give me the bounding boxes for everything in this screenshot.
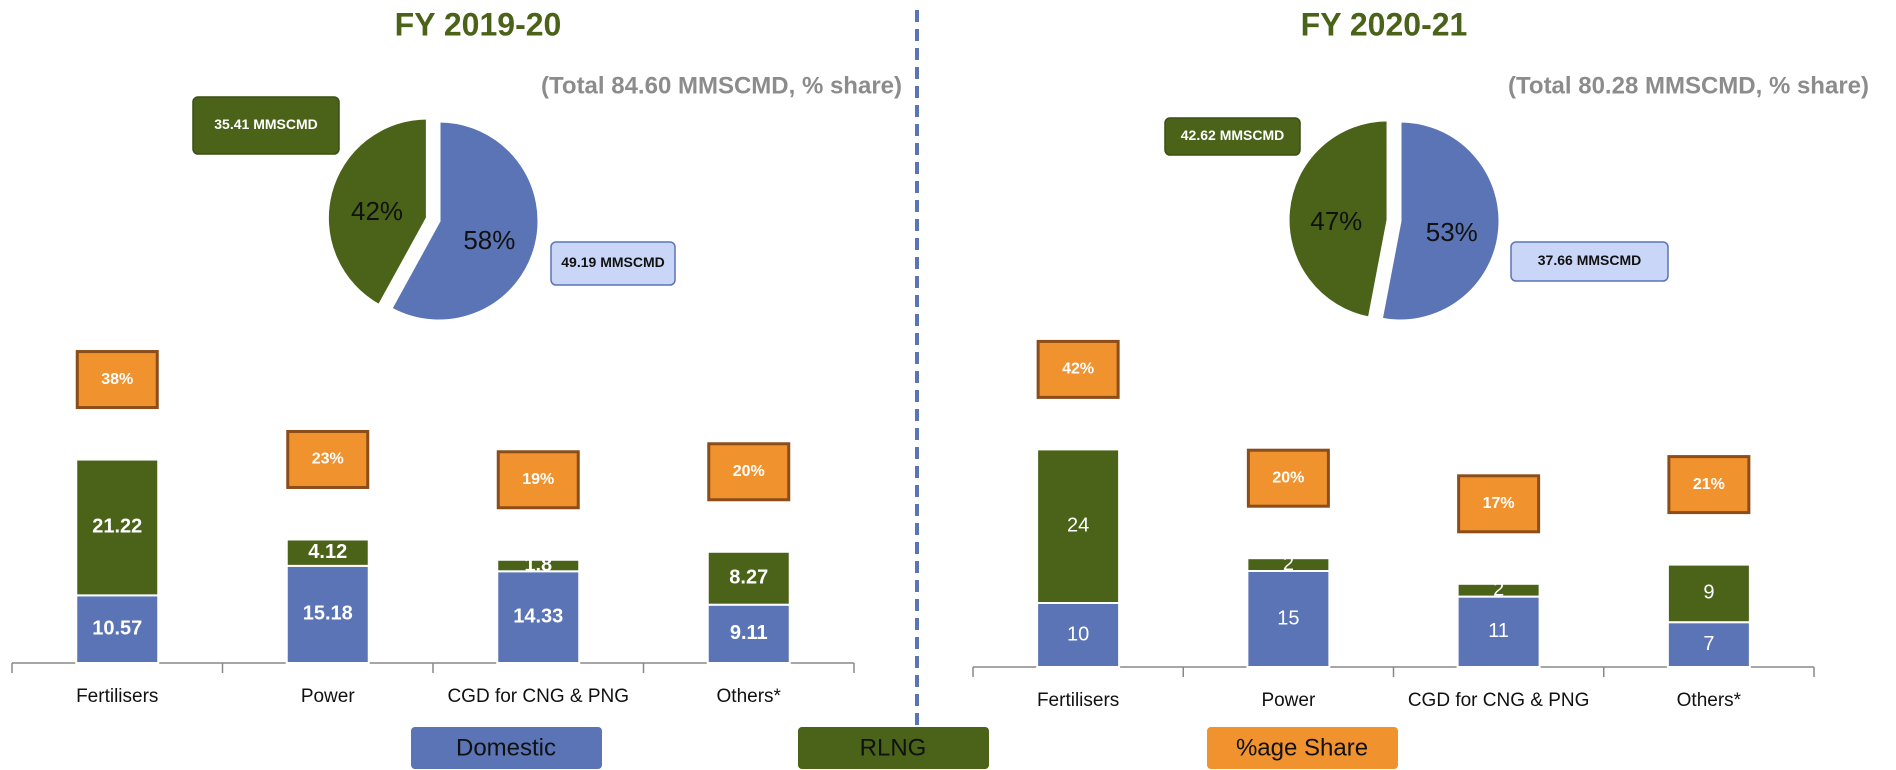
bar-value-label: 14.33 (513, 605, 563, 627)
bar-segment (706, 603, 791, 664)
x-tick-label: Fertilisers (1037, 690, 1119, 711)
legend-label: %age Share (1236, 734, 1368, 761)
bar-segment (1246, 557, 1331, 573)
chart-subtitle: (Total 84.60 MMSCMD, % share) (541, 72, 902, 99)
share-label: 38% (101, 371, 133, 388)
x-tick-label: Fertilisers (76, 686, 158, 707)
x-tick-label: Power (1261, 690, 1316, 711)
share-label: 42% (1062, 361, 1094, 378)
bar-segment (1666, 621, 1751, 669)
share-label: 20% (733, 463, 765, 480)
chart-subtitle: (Total 80.28 MMSCMD, % share) (1508, 72, 1869, 99)
bar-value-label: 21.22 (92, 516, 142, 538)
slice-label: 47% (1310, 206, 1362, 236)
share-box (1457, 474, 1541, 534)
bar-value-label: 9 (1703, 582, 1714, 604)
legend-swatch (798, 727, 989, 769)
callout-box (1164, 117, 1301, 156)
share-label: 20% (1272, 469, 1304, 486)
share-box (496, 450, 580, 510)
bar-segment (496, 570, 581, 665)
pie-slice (388, 119, 541, 323)
bar-segment (1456, 582, 1541, 598)
chart-title: FY 2019-20 (395, 6, 562, 42)
share-label: 23% (312, 451, 344, 468)
share-label: 17% (1483, 495, 1515, 512)
bar-segment (75, 458, 160, 597)
bar-value-label: 10 (1067, 623, 1089, 645)
legend-label: RLNG (860, 734, 927, 761)
x-tick-label: CGD for CNG & PNG (447, 686, 629, 707)
bar-value-label: 2 (1493, 578, 1504, 600)
share-box (75, 350, 159, 410)
bar-segment (706, 550, 791, 606)
callout-label: 49.19 MMSCMD (561, 254, 664, 270)
legend-label: Domestic (456, 734, 556, 761)
slice-label: 53% (1426, 217, 1478, 247)
callout-label: 42.62 MMSCMD (1181, 127, 1284, 143)
callout-label: 37.66 MMSCMD (1538, 252, 1641, 268)
callout-label: 35.41 MMSCMD (214, 116, 317, 132)
bar-value-label: 15 (1277, 607, 1299, 629)
callout-box (550, 241, 676, 286)
share-box (1667, 455, 1751, 515)
callout-box (192, 96, 340, 155)
share-box (286, 429, 370, 489)
share-label: 19% (522, 471, 554, 488)
share-label: 21% (1693, 476, 1725, 493)
bar-segment (1456, 595, 1541, 668)
bar-segment (1666, 563, 1751, 624)
bar-segment (285, 538, 370, 567)
legend-swatch (411, 727, 602, 769)
bar-value-label: 1.8 (524, 554, 552, 576)
x-tick-label: Others* (1677, 690, 1742, 711)
legend-swatch (1207, 727, 1398, 769)
share-box (707, 442, 791, 502)
chart-title: FY 2020-21 (1301, 6, 1468, 42)
pie-slice (325, 116, 429, 308)
bar-value-label: 7 (1703, 633, 1714, 655)
x-tick-label: CGD for CNG & PNG (1408, 690, 1590, 711)
bar-value-label: 8.27 (729, 567, 768, 589)
bar-value-label: 2 (1283, 553, 1294, 575)
bar-segment (496, 558, 581, 573)
bar-value-label: 15.18 (303, 603, 353, 625)
slice-label: 42% (351, 196, 403, 226)
bar-value-label: 4.12 (308, 541, 347, 563)
pie-slice (1286, 118, 1390, 320)
bar-segment (1036, 602, 1121, 668)
x-tick-label: Power (301, 686, 356, 707)
bar-value-label: 11 (1488, 620, 1509, 642)
bar-value-label: 10.57 (92, 617, 142, 639)
share-box (1036, 339, 1120, 399)
pie-slice (1379, 119, 1502, 323)
callout-box (1510, 241, 1669, 282)
x-tick-label: Others* (717, 686, 782, 707)
slice-label: 58% (463, 225, 515, 255)
bar-segment (1246, 570, 1331, 668)
bar-value-label: 24 (1067, 514, 1089, 536)
bar-segment (285, 564, 370, 665)
bar-segment (1036, 448, 1121, 604)
share-box (1246, 448, 1330, 508)
bar-value-label: 9.11 (730, 622, 768, 644)
